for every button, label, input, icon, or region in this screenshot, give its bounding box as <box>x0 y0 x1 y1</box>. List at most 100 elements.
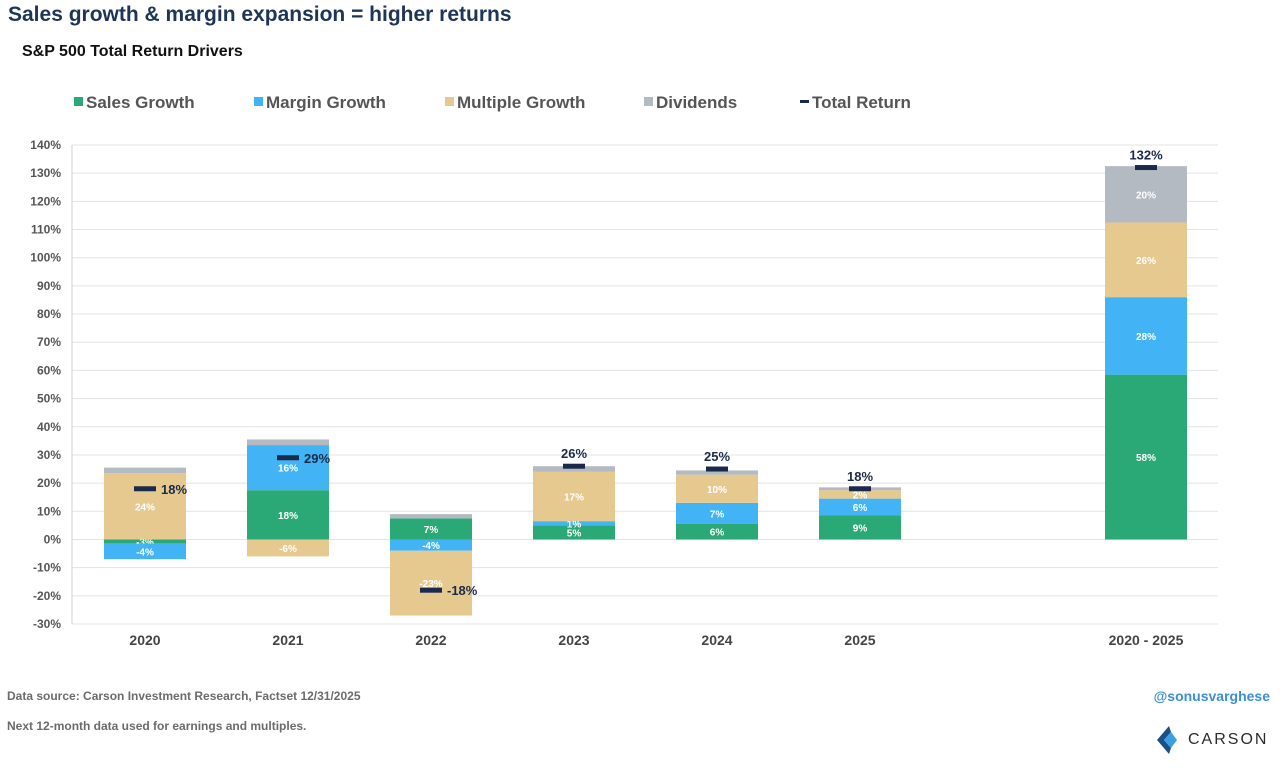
y-tick-label: -20% <box>33 589 61 603</box>
data-label-dividends: 20% <box>1136 190 1156 201</box>
data-label-margin: -4% <box>136 547 154 558</box>
legend-item-margin-growth: Margin Growth <box>254 93 386 113</box>
x-tick-label: 2025 <box>844 632 875 648</box>
bar-segment-margin <box>819 498 901 516</box>
x-tick-label: 2023 <box>558 632 589 648</box>
data-label-multiple: -6% <box>279 544 297 555</box>
total-return-label: 18% <box>161 482 187 497</box>
data-label-multiple: 2% <box>853 490 868 501</box>
y-tick-label: 40% <box>37 420 61 434</box>
y-tick-label: 90% <box>37 279 61 293</box>
x-tick-label: 2024 <box>701 632 732 648</box>
y-tick-label: 140% <box>30 138 61 152</box>
bar-segment-margin <box>247 445 329 491</box>
total-return-marker <box>134 486 156 492</box>
total-return-marker <box>706 466 728 472</box>
bar-segment-multiple <box>247 539 329 557</box>
total-return-marker <box>563 463 585 469</box>
x-tick-label: 2020 - 2025 <box>1109 632 1184 648</box>
legend-item-multiple-growth: Multiple Growth <box>445 93 585 113</box>
legend-swatch-margin-growth <box>254 97 263 106</box>
data-label-margin: 1% <box>567 519 582 530</box>
data-label-multiple: 10% <box>707 485 727 496</box>
bar-segment-dividends <box>533 466 615 472</box>
stacked-bar-chart: -30% -20% -10% 0% 10% 20% 30% 40% 50% 60% 70% 80% 90… <box>30 138 1218 648</box>
bar-segment-sales <box>676 523 758 540</box>
y-tick-label: 100% <box>30 251 61 265</box>
bar-segment-margin <box>676 502 758 524</box>
legend-item-total-return: Total Return <box>800 93 911 113</box>
legend-label-sales-growth: Sales Growth <box>86 93 195 112</box>
author-handle[interactable]: @sonusvarghese <box>1153 688 1270 704</box>
bar-segment-sales <box>1105 374 1187 540</box>
data-label-sales: 18% <box>278 511 298 522</box>
chart-title: Sales growth & margin expansion = higher… <box>8 3 512 26</box>
data-label-sales: -3% <box>136 538 154 549</box>
legend-swatch-sales-growth <box>74 97 83 106</box>
y-tick-label: -30% <box>33 617 61 631</box>
y-tick-label: 80% <box>37 307 61 321</box>
carson-logo-icon <box>1157 726 1177 754</box>
bar-segment-margin <box>390 539 472 551</box>
data-label-sales: 9% <box>853 523 868 534</box>
data-label-multiple: -23% <box>419 579 442 590</box>
carson-logo-text: CARSON <box>1188 731 1269 748</box>
total-return-marker <box>1135 165 1157 171</box>
data-label-margin: 28% <box>1136 332 1156 343</box>
data-label-margin: -4% <box>422 541 440 552</box>
bar-segment-multiple <box>533 471 615 522</box>
y-tick-label: 120% <box>30 194 61 208</box>
legend-label-multiple-growth: Multiple Growth <box>457 93 586 112</box>
data-label-sales: 5% <box>567 528 582 539</box>
legend-marker-total-return <box>800 100 809 103</box>
data-label-margin: 6% <box>853 503 868 514</box>
legend-label-total-return: Total Return <box>812 93 911 112</box>
y-tick-label: 60% <box>37 363 61 377</box>
total-return-marker <box>420 587 442 593</box>
total-return-label: -18% <box>447 583 478 598</box>
legend-label-margin-growth: Margin Growth <box>266 93 386 112</box>
data-label-margin: 7% <box>710 509 725 520</box>
total-return-label: 18% <box>847 469 873 484</box>
bar-segment-multiple <box>104 473 186 540</box>
bar-segment-sales <box>819 515 901 540</box>
total-return-label: 132% <box>1129 148 1163 163</box>
bar-segment-dividends <box>247 439 329 446</box>
methodology-note: Next 12-month data used for earnings and… <box>7 719 307 733</box>
data-label-multiple: 26% <box>1136 256 1156 267</box>
data-label-sales: 7% <box>424 525 439 536</box>
carson-logo: CARSON <box>1157 726 1266 754</box>
bar-segment-dividends <box>390 514 472 519</box>
data-label-sales: 6% <box>710 528 725 539</box>
data-label-sales: 58% <box>1136 453 1156 464</box>
bar-segment-margin <box>104 543 186 560</box>
y-tick-label: 0% <box>44 532 62 546</box>
total-return-label: 25% <box>704 449 730 464</box>
bar-segment-dividends <box>104 467 186 474</box>
bar-segment-margin <box>533 521 615 526</box>
data-label-multiple: 17% <box>564 493 584 504</box>
legend-label-dividends: Dividends <box>656 93 738 112</box>
bar-segment-sales <box>390 518 472 540</box>
x-tick-label: 2022 <box>415 632 446 648</box>
legend-item-dividends: Dividends <box>644 93 737 113</box>
total-return-label: 26% <box>561 446 587 461</box>
y-tick-label: 10% <box>37 504 61 518</box>
y-tick-label: 20% <box>37 476 61 490</box>
y-tick-label: 110% <box>31 223 61 237</box>
bar-segment-multiple <box>676 474 758 503</box>
x-tick-label: 2020 <box>129 632 160 648</box>
y-tick-label: 50% <box>37 392 61 406</box>
bar-segment-sales <box>104 539 186 544</box>
bar-segment-dividends <box>676 470 758 475</box>
y-tick-label: 130% <box>30 166 61 180</box>
data-label-margin: 16% <box>278 464 298 475</box>
bar-segment-multiple <box>1105 222 1187 298</box>
bar-segment-sales <box>533 525 615 540</box>
bar-segment-margin <box>1105 297 1187 375</box>
bar-segment-multiple <box>819 490 901 499</box>
y-tick-label: -10% <box>33 561 61 575</box>
data-label-multiple: 24% <box>135 502 155 513</box>
y-tick-label: 70% <box>37 335 61 349</box>
legend-item-sales-growth: Sales Growth <box>74 93 195 113</box>
